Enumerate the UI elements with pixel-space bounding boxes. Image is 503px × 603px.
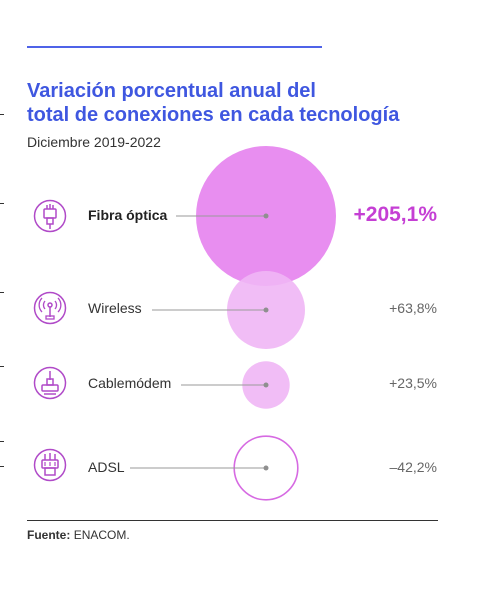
chart-title: Variación porcentual anual del total de …: [27, 79, 487, 127]
value-label: –42,2%: [389, 459, 437, 475]
bubble-center-dot-1: [263, 307, 269, 313]
wireless-antenna-icon: [33, 291, 67, 325]
edge-tick: [0, 466, 4, 467]
source-label: Fuente:: [27, 528, 71, 542]
value-label: +23,5%: [389, 375, 437, 391]
edge-tick: [0, 203, 4, 204]
value-label: +63,8%: [389, 300, 437, 316]
bubble-center-dot-0: [263, 213, 269, 219]
fiber-optic-icon: [33, 199, 67, 233]
adsl-connector-icon: [33, 448, 67, 482]
edge-tick: [0, 441, 4, 442]
category-label: Fibra óptica: [88, 207, 168, 223]
chart-title-line-1: Variación porcentual anual del: [27, 80, 316, 102]
chart-subtitle: Diciembre 2019-2022: [27, 134, 161, 150]
edge-tick: [0, 292, 4, 293]
value-label: +205,1%: [353, 203, 438, 226]
bubble-center-dot-2: [263, 382, 269, 388]
category-label: ADSL: [88, 459, 125, 475]
edge-tick: [0, 366, 4, 367]
bottom-rule: [27, 520, 438, 521]
source-note: Fuente: ENACOM.: [27, 528, 130, 542]
category-label: Cablemódem: [88, 375, 172, 391]
bubble-center-dot-3: [263, 465, 269, 471]
top-rule: [27, 46, 322, 48]
category-label: Wireless: [88, 300, 142, 316]
chart-title-line-2: total de conexiones en cada tecnología: [27, 104, 400, 126]
cable-modem-icon: [33, 366, 67, 400]
edge-tick: [0, 114, 4, 115]
source-value: ENACOM.: [73, 528, 130, 542]
